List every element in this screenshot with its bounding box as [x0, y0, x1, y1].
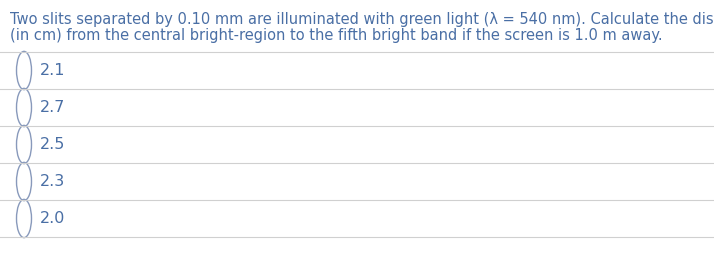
Text: 2.7: 2.7 [39, 100, 65, 115]
Text: 2.0: 2.0 [39, 211, 65, 226]
Text: (in cm) from the central bright-region to the fifth bright band if the screen is: (in cm) from the central bright-region t… [10, 28, 663, 43]
Text: Two slits separated by 0.10 mm are illuminated with green light (λ = 540 nm). Ca: Two slits separated by 0.10 mm are illum… [10, 12, 714, 27]
Text: 2.3: 2.3 [39, 174, 65, 189]
Text: 2.5: 2.5 [39, 137, 65, 152]
Text: 2.1: 2.1 [39, 63, 65, 78]
